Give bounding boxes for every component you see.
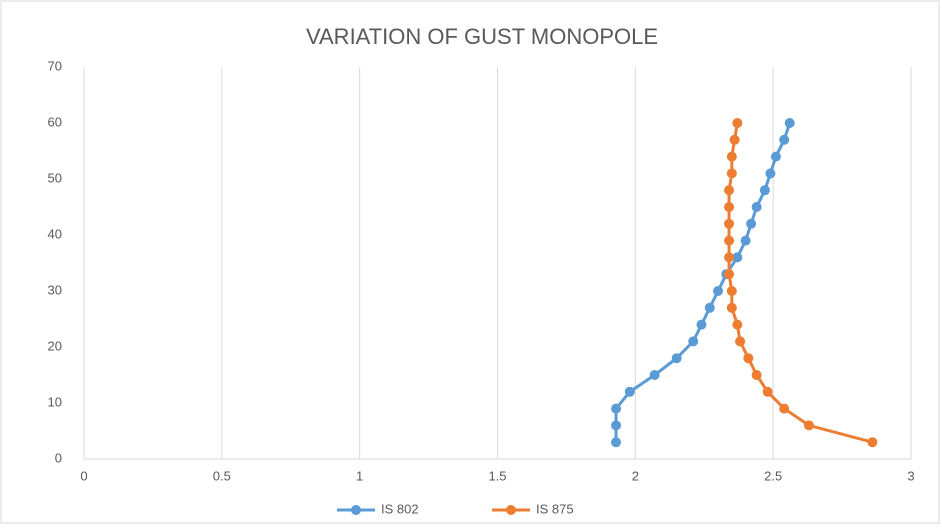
marker (726, 302, 737, 313)
marker (696, 319, 707, 330)
marker (611, 420, 622, 431)
marker (765, 168, 776, 179)
x-tick-label: 0.5 (213, 468, 231, 483)
legend-marker (351, 505, 361, 515)
marker (779, 403, 790, 414)
legend-marker (506, 505, 516, 515)
marker (732, 118, 743, 128)
marker (762, 386, 773, 397)
marker (649, 370, 660, 380)
y-tick-label: 30 (48, 282, 62, 297)
marker (726, 286, 737, 296)
y-tick-label: 10 (48, 394, 62, 409)
marker (713, 286, 724, 296)
marker (688, 336, 699, 347)
marker (724, 202, 735, 212)
y-tick-label: 20 (48, 338, 62, 353)
marker (724, 269, 735, 280)
x-tick-label: 2.5 (764, 468, 782, 483)
y-tick-label: 40 (48, 226, 62, 241)
marker (704, 302, 715, 313)
marker (726, 168, 737, 179)
marker (732, 319, 743, 330)
marker (751, 202, 762, 212)
marker (611, 403, 622, 414)
marker (724, 252, 735, 263)
marker (624, 386, 635, 397)
marker (743, 353, 754, 364)
legend-label: IS 875 (536, 501, 574, 516)
marker (779, 134, 790, 145)
marker (671, 353, 682, 364)
marker (726, 151, 737, 162)
x-tick-label: 3 (907, 468, 914, 483)
marker (611, 437, 622, 448)
y-tick-label: 70 (48, 58, 62, 73)
marker (732, 252, 743, 263)
marker (759, 185, 770, 196)
marker (740, 235, 751, 246)
marker (724, 235, 735, 246)
x-tick-label: 1 (356, 468, 363, 483)
marker (735, 336, 746, 347)
marker (729, 134, 740, 145)
x-tick-label: 2 (632, 468, 639, 483)
chart-title: VARIATION OF GUST MONOPOLE (306, 24, 658, 49)
marker (784, 118, 795, 128)
marker (804, 420, 815, 431)
marker (724, 218, 735, 229)
y-tick-label: 50 (48, 170, 62, 185)
marker (770, 151, 781, 162)
y-tick-label: 60 (48, 114, 62, 129)
marker (751, 370, 762, 380)
x-tick-label: 0 (80, 468, 87, 483)
legend-label: IS 802 (381, 501, 419, 516)
y-tick-label: 0 (55, 450, 62, 465)
marker (867, 437, 878, 448)
marker (746, 218, 757, 229)
x-tick-label: 1.5 (488, 468, 506, 483)
marker (724, 185, 735, 196)
